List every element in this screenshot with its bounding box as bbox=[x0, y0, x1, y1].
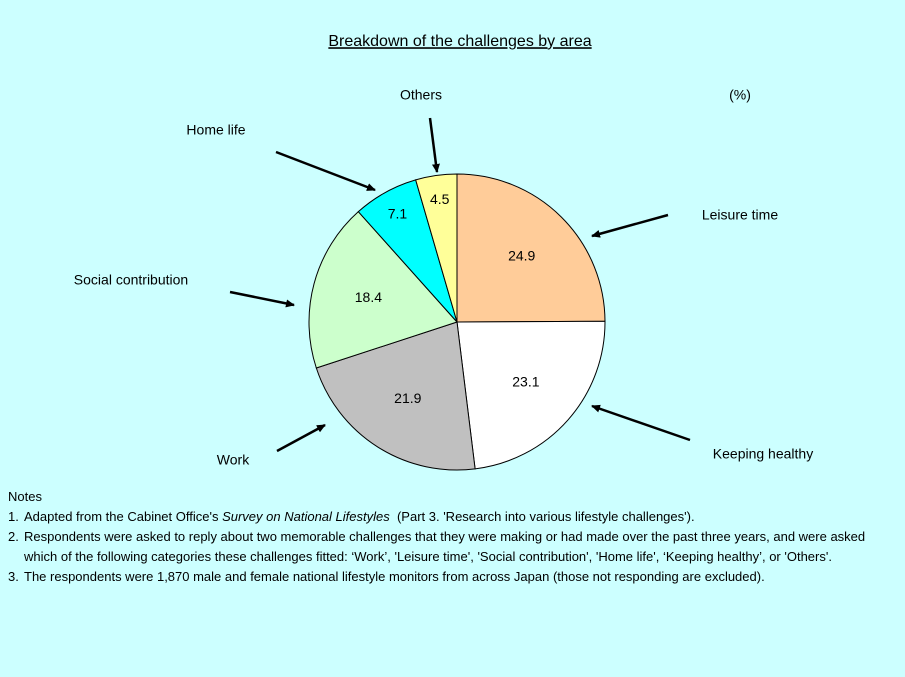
note-text-part: Survey on National Lifestyles bbox=[222, 509, 390, 524]
chart: Breakdown of the challenges by area (%) … bbox=[74, 33, 813, 471]
pointer-arrow bbox=[275, 150, 376, 192]
data-label: 24.9 bbox=[508, 248, 535, 264]
data-label: 7.1 bbox=[388, 205, 408, 221]
pointer-arrow bbox=[591, 404, 691, 442]
pie-slice bbox=[456, 320, 606, 470]
pie-slice bbox=[456, 173, 606, 323]
pointer-arrow bbox=[229, 290, 295, 308]
pie-slice bbox=[415, 173, 458, 323]
category-label: Keeping healthy bbox=[713, 446, 813, 462]
note-item: 1. Adapted from the Cabinet Office's Surv… bbox=[8, 507, 888, 527]
notes-heading: Notes bbox=[8, 489, 42, 504]
pie-slice bbox=[308, 210, 458, 369]
note-number: 1. bbox=[8, 509, 19, 524]
category-label: Others bbox=[400, 87, 442, 103]
notes: Notes 1. Adapted from the Cabinet Office'… bbox=[8, 487, 888, 587]
note-item: 3. The respondents were 1,870 male and fe… bbox=[8, 567, 888, 587]
note-text-part: Respondents were asked to reply about tw… bbox=[24, 529, 869, 564]
note-number: 3. bbox=[8, 569, 19, 584]
note-text-part: (Part 3. 'Research into various lifestyl… bbox=[389, 509, 695, 524]
category-label: Home life bbox=[186, 122, 245, 138]
note-text: Respondents were asked to reply about tw… bbox=[24, 527, 888, 567]
pie-slice bbox=[315, 321, 476, 471]
category-label: Leisure time bbox=[702, 207, 778, 223]
category-label: Social contribution bbox=[74, 272, 188, 288]
pointer-arrow bbox=[591, 213, 669, 238]
note-number: 2. bbox=[8, 529, 19, 544]
unit-label: (%) bbox=[729, 87, 751, 103]
chart-title: Breakdown of the challenges by area bbox=[328, 33, 591, 50]
data-label: 18.4 bbox=[355, 289, 382, 305]
pointer-arrow bbox=[428, 117, 440, 173]
note-text-part: The respondents were 1,870 male and fema… bbox=[24, 569, 765, 584]
category-label: Work bbox=[217, 452, 250, 468]
data-label: 21.9 bbox=[394, 390, 421, 406]
pointer-arrow bbox=[276, 423, 326, 453]
note-text: The respondents were 1,870 male and fema… bbox=[24, 567, 888, 587]
data-label: 23.1 bbox=[512, 373, 539, 389]
note-item: 2. Respondents were asked to reply about … bbox=[8, 527, 888, 567]
note-text-part: Adapted from the Cabinet Office's bbox=[24, 509, 223, 524]
note-text: Adapted from the Cabinet Office's Survey… bbox=[24, 507, 888, 527]
data-label: 4.5 bbox=[430, 191, 450, 207]
